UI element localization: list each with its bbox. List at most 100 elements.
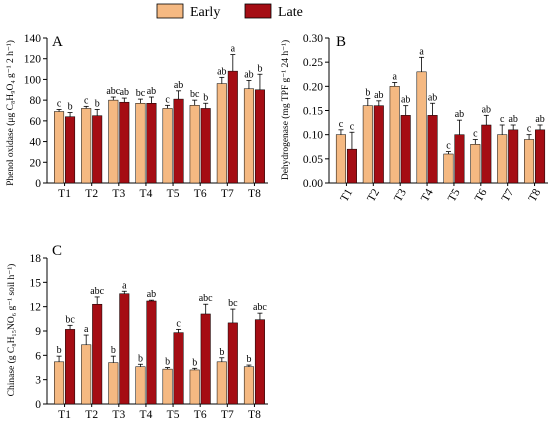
- x-tick-label: T3: [112, 188, 125, 200]
- bar-early-t2: [81, 108, 92, 184]
- bar-late-t3: [400, 115, 411, 184]
- legend: Early Late: [156, 3, 303, 20]
- panel-c: C Chinase (g C₈H₁₅NO₆ g⁻¹ soil h⁻¹) 0 3 6 9…: [6, 243, 268, 421]
- x-tick-label: T4: [140, 409, 153, 421]
- significance-letter: ab: [120, 87, 129, 98]
- y-tick-label: 0: [35, 178, 41, 190]
- significance-letter: ab: [174, 80, 183, 91]
- x-tick-label: T7: [221, 188, 234, 200]
- bar-early-t6: [189, 369, 200, 405]
- bar-late-t3: [119, 293, 130, 405]
- bar-early-t4: [416, 71, 427, 184]
- significance-letter: a: [392, 71, 397, 82]
- y-tick-label: 0.10: [303, 130, 323, 142]
- x-tick-label: T1: [58, 188, 71, 200]
- bar-early-t8: [243, 88, 254, 184]
- significance-letter: abc: [106, 86, 120, 97]
- significance-letter: b: [192, 357, 197, 368]
- y-tick-label: 0: [35, 399, 41, 411]
- x-tick-label: T5: [446, 187, 463, 204]
- bar-early-t5: [443, 153, 454, 184]
- significance-letter: abc: [199, 293, 213, 304]
- bar-late-t6: [481, 124, 492, 184]
- significance-letter: b: [68, 102, 73, 113]
- bar-late-t7: [227, 322, 238, 405]
- panel-b-ylabel: Dehydrogenase (mg TPF g⁻¹ 24 h⁻¹): [280, 40, 291, 180]
- bar-early-t2: [81, 344, 92, 405]
- x-tick-label: T8: [248, 188, 261, 200]
- bar-early-t1: [335, 134, 346, 184]
- y-tick-label: 18: [30, 253, 42, 265]
- bar-early-t3: [108, 99, 119, 184]
- panel-c-ylabel: Chinase (g C₈H₁₅NO₆ g⁻¹ soil h⁻¹): [6, 264, 17, 397]
- significance-letter: b: [203, 92, 208, 103]
- legend-swatch-early: [156, 3, 184, 19]
- x-tick-label: T4: [140, 188, 153, 200]
- bar-late-t5: [173, 98, 184, 184]
- bar-late-t4: [146, 300, 157, 405]
- significance-letter: ab: [428, 92, 437, 103]
- significance-letter: b: [95, 98, 100, 109]
- y-tick-label: 120: [24, 54, 42, 66]
- bar-early-t4: [135, 103, 146, 184]
- y-tick-label: 0.25: [303, 57, 323, 69]
- x-tick-label: T6: [194, 188, 207, 200]
- significance-letter: ab: [244, 69, 253, 80]
- significance-letter: ab: [508, 114, 517, 125]
- significance-letter: b: [165, 357, 170, 368]
- significance-letter: abc: [253, 302, 267, 313]
- bar-late-t1: [65, 329, 76, 405]
- x-tick-label: T8: [527, 187, 544, 204]
- significance-letter: b: [57, 345, 62, 356]
- bar-early-t5: [162, 108, 173, 184]
- significance-letter: bc: [190, 89, 200, 100]
- significance-letter: a: [231, 44, 236, 55]
- significance-letter: c: [446, 141, 451, 152]
- significance-letter: a: [84, 324, 89, 335]
- bar-early-t7: [216, 361, 227, 405]
- panel-c-label: C: [52, 243, 62, 259]
- significance-letter: ab: [455, 109, 464, 120]
- bar-early-t3: [389, 86, 400, 184]
- bar-early-t7: [216, 83, 227, 184]
- bar-early-t2: [362, 105, 373, 184]
- y-tick-label: 15: [30, 277, 42, 289]
- panel-a-label: A: [52, 34, 63, 50]
- panel-a: A Phenol oxidase (μg C₈H₉O₄ g⁻¹ 2 h⁻¹) 0…: [5, 33, 268, 200]
- significance-letter: a: [122, 280, 127, 291]
- x-tick-label: T5: [167, 188, 180, 200]
- bar-early-t5: [162, 368, 173, 405]
- x-tick-label: T7: [500, 187, 517, 204]
- bar-late-t5: [173, 332, 184, 405]
- panel-c-plot: 0369121518T1bbcT2aabcT3baT4babT5bcT6babc…: [30, 253, 268, 421]
- bar-early-t6: [189, 105, 200, 184]
- y-tick-label: 0.15: [303, 106, 323, 118]
- legend-label-early: Early: [190, 5, 220, 20]
- bar-early-t7: [497, 134, 508, 184]
- x-tick-label: T2: [365, 187, 382, 204]
- significance-letter: ab: [482, 104, 491, 115]
- bar-late-t1: [65, 116, 76, 184]
- x-tick-label: T6: [194, 409, 207, 421]
- y-tick-label: 80: [30, 95, 42, 107]
- x-tick-label: T3: [112, 409, 125, 421]
- bar-early-t3: [108, 362, 119, 405]
- significance-letter: a: [419, 46, 424, 57]
- significance-letter: ab: [147, 289, 156, 300]
- bar-late-t8: [254, 89, 265, 184]
- x-tick-label: T2: [85, 409, 98, 421]
- significance-letter: b: [246, 354, 251, 365]
- x-tick-label: T1: [338, 187, 355, 204]
- significance-letter: b: [365, 87, 370, 98]
- x-tick-label: T8: [248, 409, 261, 421]
- y-tick-label: 0.00: [303, 178, 323, 190]
- bar-late-t4: [146, 103, 157, 184]
- bar-late-t2: [92, 303, 103, 405]
- y-tick-label: 3: [35, 375, 41, 387]
- panel-b: B Dehydrogenase (mg TPF g⁻¹ 24 h⁻¹) 0.00…: [280, 33, 548, 204]
- y-tick-label: 0.30: [303, 33, 323, 45]
- significance-letter: b: [219, 347, 224, 358]
